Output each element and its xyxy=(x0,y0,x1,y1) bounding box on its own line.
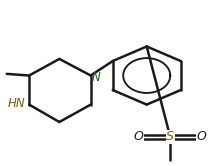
Text: HN: HN xyxy=(8,97,26,110)
Text: O: O xyxy=(134,130,144,143)
Text: N: N xyxy=(92,71,101,84)
Text: O: O xyxy=(197,130,207,143)
Text: S: S xyxy=(166,130,174,143)
